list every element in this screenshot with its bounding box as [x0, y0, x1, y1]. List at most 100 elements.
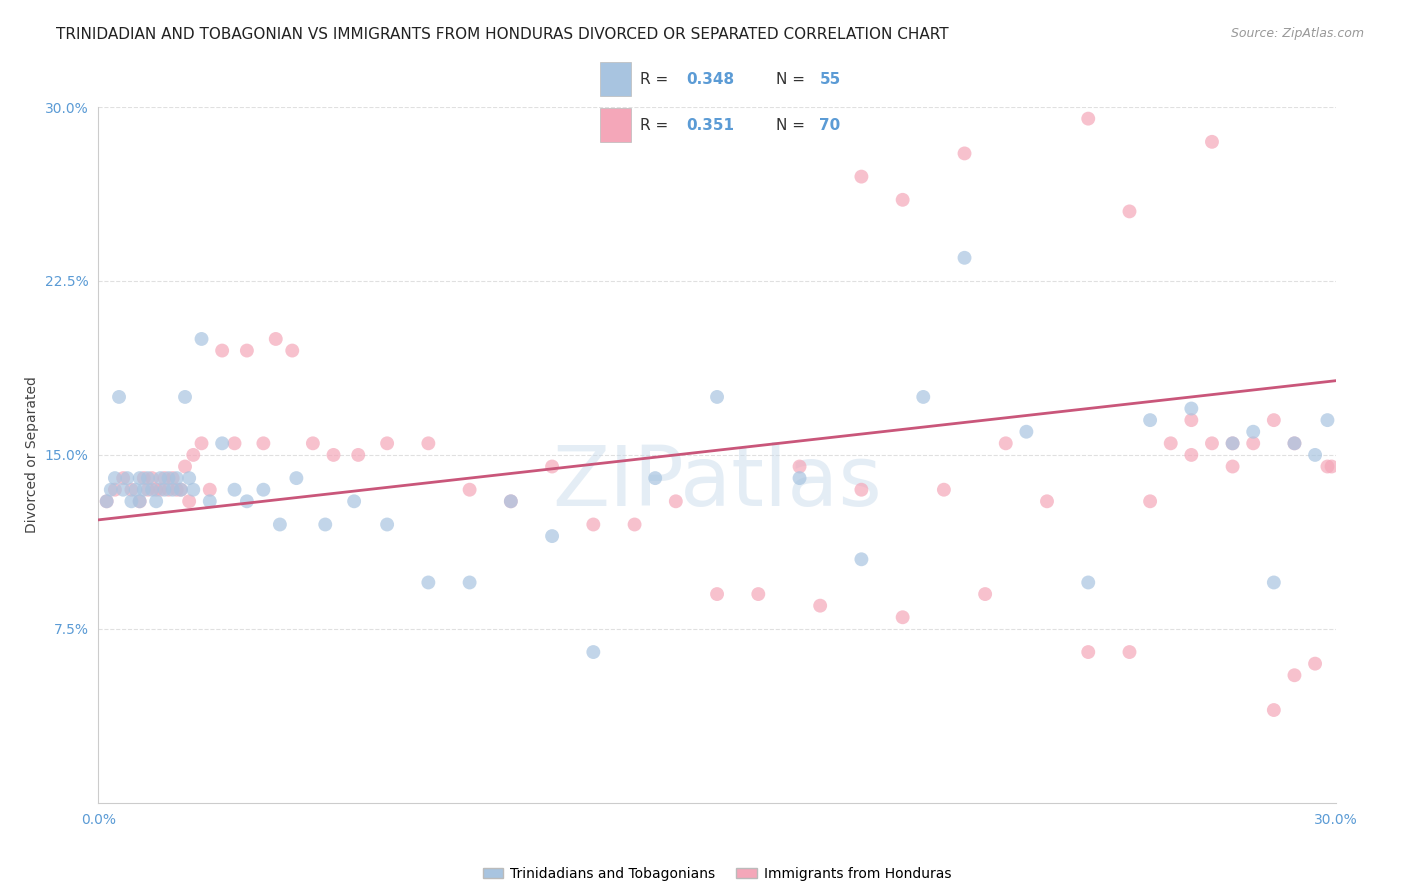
- Point: [190, 332, 212, 346]
- Point: [1077, 645, 1099, 659]
- Point: [458, 483, 481, 497]
- Text: Source: ZipAtlas.com: Source: ZipAtlas.com: [1230, 27, 1364, 40]
- Point: [418, 436, 440, 450]
- Point: [136, 471, 159, 485]
- Point: [170, 483, 193, 497]
- Point: [179, 494, 201, 508]
- Point: [141, 483, 163, 497]
- Point: [1118, 645, 1140, 659]
- Point: [1241, 425, 1264, 439]
- Point: [458, 575, 481, 590]
- Point: [179, 471, 201, 485]
- Point: [302, 436, 325, 450]
- Point: [1263, 703, 1285, 717]
- Text: TRINIDADIAN AND TOBAGONIAN VS IMMIGRANTS FROM HONDURAS DIVORCED OR SEPARATED COR: TRINIDADIAN AND TOBAGONIAN VS IMMIGRANTS…: [56, 27, 949, 42]
- Point: [136, 483, 159, 497]
- Point: [747, 587, 769, 601]
- Text: 0.348: 0.348: [686, 71, 734, 87]
- Point: [174, 459, 197, 474]
- Point: [112, 471, 135, 485]
- Point: [343, 494, 366, 508]
- Point: [190, 436, 212, 450]
- Point: [1303, 657, 1326, 671]
- Text: R =: R =: [640, 118, 673, 133]
- Point: [706, 587, 728, 601]
- Point: [314, 517, 336, 532]
- Point: [153, 483, 176, 497]
- FancyBboxPatch shape: [600, 62, 631, 95]
- Point: [789, 459, 811, 474]
- Point: [174, 390, 197, 404]
- Point: [269, 517, 291, 532]
- Point: [117, 471, 139, 485]
- Text: 55: 55: [820, 71, 841, 87]
- Point: [1222, 436, 1244, 450]
- Point: [281, 343, 304, 358]
- Point: [108, 390, 131, 404]
- Point: [236, 343, 259, 358]
- Text: N =: N =: [776, 118, 810, 133]
- Point: [128, 494, 150, 508]
- Point: [252, 436, 274, 450]
- Y-axis label: Divorced or Separated: Divorced or Separated: [25, 376, 39, 533]
- Point: [264, 332, 287, 346]
- Point: [285, 471, 308, 485]
- Point: [1316, 459, 1339, 474]
- Point: [499, 494, 522, 508]
- Point: [198, 494, 221, 508]
- Point: [1263, 575, 1285, 590]
- Point: [1015, 425, 1038, 439]
- Point: [1077, 575, 1099, 590]
- Legend: Trinidadians and Tobagonians, Immigrants from Honduras: Trinidadians and Tobagonians, Immigrants…: [477, 861, 957, 887]
- Point: [124, 483, 146, 497]
- Text: N =: N =: [776, 71, 810, 87]
- Point: [418, 575, 440, 590]
- Point: [1201, 436, 1223, 450]
- Point: [974, 587, 997, 601]
- Point: [1160, 436, 1182, 450]
- Point: [623, 517, 645, 532]
- Point: [145, 483, 167, 497]
- Point: [322, 448, 344, 462]
- Point: [252, 483, 274, 497]
- Point: [224, 483, 246, 497]
- Point: [499, 494, 522, 508]
- Point: [181, 448, 204, 462]
- FancyBboxPatch shape: [600, 109, 631, 142]
- Point: [706, 390, 728, 404]
- Point: [112, 483, 135, 497]
- Point: [141, 471, 163, 485]
- Point: [162, 471, 184, 485]
- Point: [128, 471, 150, 485]
- Point: [582, 517, 605, 532]
- Point: [145, 494, 167, 508]
- Point: [644, 471, 666, 485]
- Point: [1320, 459, 1343, 474]
- Point: [104, 483, 127, 497]
- Point: [100, 483, 122, 497]
- Point: [1222, 436, 1244, 450]
- Point: [1118, 204, 1140, 219]
- Point: [1139, 494, 1161, 508]
- Point: [1036, 494, 1059, 508]
- Point: [211, 343, 233, 358]
- Point: [1284, 436, 1306, 450]
- Point: [1303, 448, 1326, 462]
- Point: [375, 517, 398, 532]
- Point: [120, 494, 142, 508]
- Point: [1180, 448, 1202, 462]
- Point: [932, 483, 955, 497]
- Point: [665, 494, 688, 508]
- Point: [851, 483, 873, 497]
- Point: [198, 483, 221, 497]
- Point: [236, 494, 259, 508]
- Point: [181, 483, 204, 497]
- Point: [891, 193, 914, 207]
- Point: [166, 471, 188, 485]
- Point: [1284, 668, 1306, 682]
- Point: [162, 483, 184, 497]
- Point: [96, 494, 118, 508]
- Point: [1139, 413, 1161, 427]
- Point: [1284, 436, 1306, 450]
- Point: [789, 471, 811, 485]
